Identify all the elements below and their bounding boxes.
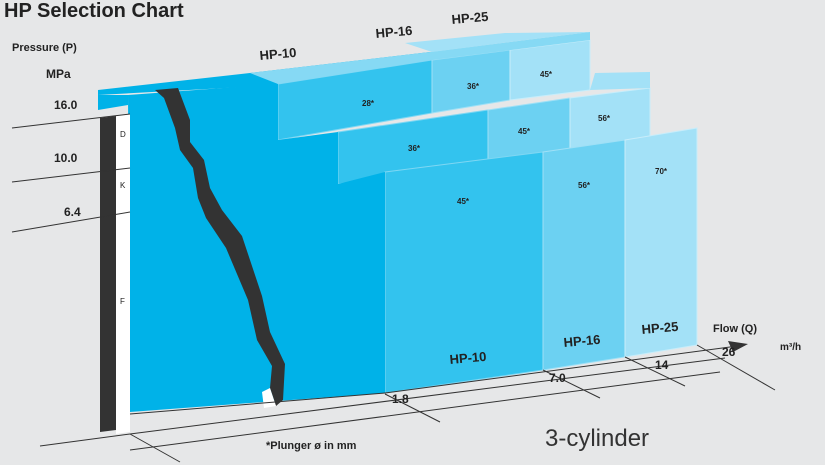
chart-title: HP Selection Chart <box>4 0 184 22</box>
zone-f: F <box>120 297 125 306</box>
plunger-row10-hp16: 45* <box>518 127 531 136</box>
plunger-row10-hp25: 56* <box>598 114 611 123</box>
pressure-bar-shadow <box>100 116 116 432</box>
x-tick-14: 14 <box>655 358 669 372</box>
plunger-row16-hp10: 28* <box>362 99 375 108</box>
y-tick-6-4: 6.4 <box>64 205 81 219</box>
x-tick-1-8: 1.8 <box>392 392 409 406</box>
plunger-row6-hp16: 56* <box>578 181 591 190</box>
chart-break-line <box>155 88 285 406</box>
y-axis-label: Pressure (P) <box>12 42 77 54</box>
plunger-row6-hp25: 70* <box>655 167 668 176</box>
top-label-hp16: HP-16 <box>375 23 413 41</box>
left-cap <box>98 95 128 110</box>
plunger-note: *Plunger ø in mm <box>266 440 357 452</box>
x-axis-label: Flow (Q) <box>713 323 757 335</box>
y-tick-10: 10.0 <box>54 151 78 165</box>
x-axis-unit: m³/h <box>780 342 801 353</box>
plunger-row16-hp16: 36* <box>467 82 480 91</box>
plunger-row16-hp25: 45* <box>540 70 553 79</box>
zone-d: D <box>120 130 126 139</box>
front-label-hp10: HP-10 <box>449 349 487 367</box>
pressure-bar <box>116 114 130 434</box>
top-row10-cap <box>590 72 650 90</box>
grid-lines <box>11 113 776 463</box>
top-row16-cap <box>405 32 590 52</box>
zone-k: K <box>120 181 126 190</box>
x-tick-26: 26 <box>722 345 736 359</box>
front-label-hp25: HP-25 <box>641 319 679 337</box>
plunger-row10-hp10: 36* <box>408 144 421 153</box>
top-row16-face <box>250 32 590 84</box>
y-axis-unit: MPa <box>46 67 71 81</box>
x-tick-7-0: 7.0 <box>549 371 566 385</box>
cylinder-caption: 3-cylinder <box>545 425 649 452</box>
top-label-hp10: HP-10 <box>259 45 297 63</box>
plunger-row6-hp10: 45* <box>457 197 470 206</box>
top-label-hp25: HP-25 <box>451 9 489 27</box>
flow-arrow-icon <box>728 341 748 352</box>
y-tick-16: 16.0 <box>54 98 78 112</box>
front-label-hp16: HP-16 <box>563 332 601 350</box>
